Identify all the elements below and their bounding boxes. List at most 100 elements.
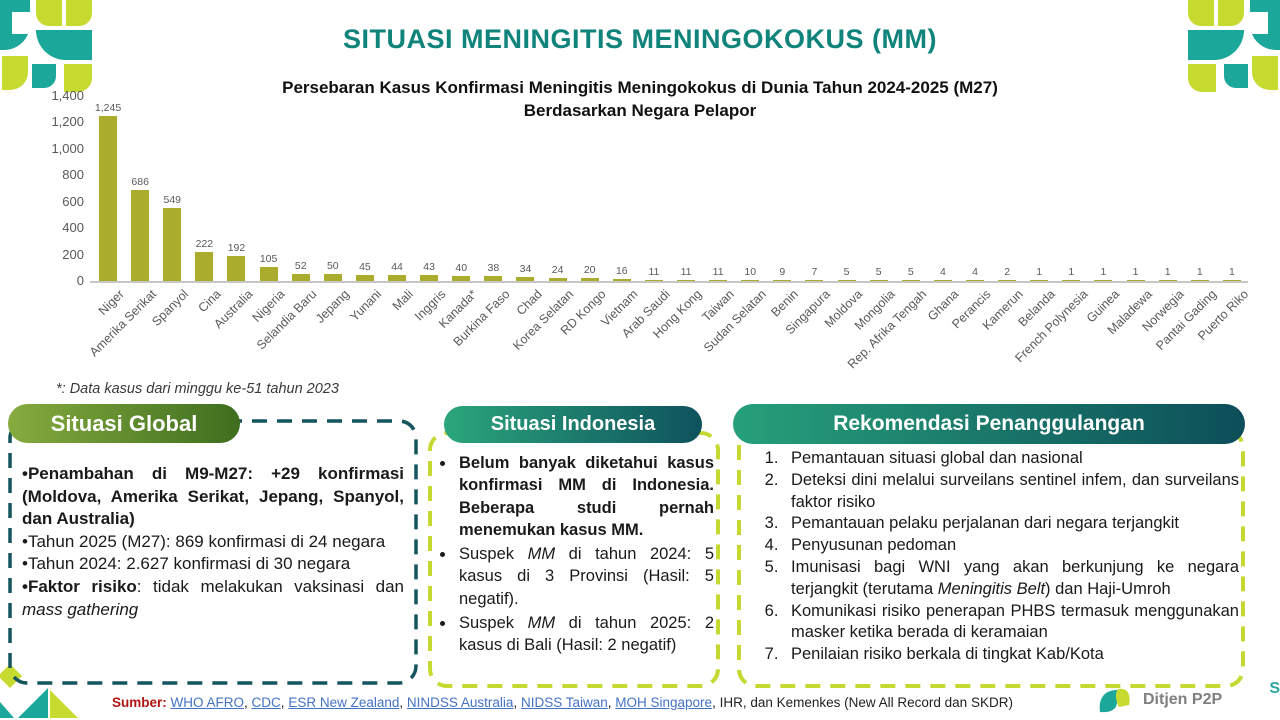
x-axis-label-cell: Moldova	[822, 284, 865, 384]
x-axis-label-cell: Spanyol	[149, 284, 191, 384]
source-link[interactable]: ESR New Zealand	[288, 695, 400, 710]
bar	[163, 208, 182, 281]
source-separator: ,	[280, 695, 289, 710]
x-axis-label-cell: Rep. Afrika Tengah	[845, 284, 929, 384]
bar-column: 549	[156, 96, 188, 281]
x-axis-label-cell: Ghana	[925, 284, 961, 384]
x-axis-label-cell: Selandia Baru	[254, 284, 319, 384]
bar-value-label: 686	[131, 176, 149, 189]
rekomendasi-item: Penilaian risiko berkala di tingkat Kab/…	[783, 644, 1239, 666]
edge-text-fragment: S	[1269, 680, 1280, 697]
source-link[interactable]: WHO AFRO	[170, 695, 245, 710]
y-axis-tick: 1,000	[51, 140, 84, 156]
x-axis-label: Spanyol	[149, 287, 192, 329]
rekomendasi-item-run: Penilaian risiko berkala di tingkat Kab/…	[791, 645, 1104, 664]
rekomendasi-item-run: Imunisasi bagi WNI yang akan berkunjung …	[791, 557, 1239, 598]
chart-footnote: *: Data kasus dari minggu ke-51 tahun 20…	[56, 381, 339, 397]
chart-title-line2: Berdasarkan Negara Pelapor	[523, 101, 757, 120]
bar	[227, 255, 246, 281]
bar-value-label: 1	[1228, 265, 1235, 278]
source-separator: ,	[399, 695, 407, 710]
x-axis-line	[90, 281, 1248, 283]
bar-value-label: 549	[163, 194, 182, 207]
global-panel-header: Situasi Global	[8, 404, 240, 443]
bar-column: 2	[991, 96, 1023, 281]
y-axis-tick: 400	[62, 220, 84, 236]
bar	[516, 276, 535, 281]
bar-value-label: 16	[615, 264, 628, 277]
bar-column: 52	[285, 96, 317, 281]
x-axis-labels: Niger Amerika Serikat Spanyol Cina Australia…	[87, 284, 1251, 384]
x-axis-label-cell: Kamerun	[980, 284, 1026, 384]
bar-value-label: 1	[1196, 265, 1203, 278]
bar-value-label: 1	[1036, 265, 1043, 278]
indonesia-bullet: Belum banyak diketahui kasus konfirmasi …	[456, 452, 714, 541]
indonesia-bullet-run: Suspek	[459, 614, 528, 633]
global-bullet: •Tahun 2025 (M27): 869 konfirmasi di 24 …	[22, 531, 404, 554]
bar-column: 11	[670, 96, 702, 281]
x-axis-label-cell: Inggris	[412, 284, 448, 384]
global-bullet: •Penambahan di M9-M27: +29 konfirmasi (M…	[22, 463, 404, 531]
bar-value-label: 45	[359, 261, 371, 274]
bar-column: 20	[574, 96, 606, 281]
bar-value-label: 20	[583, 264, 596, 277]
source-link[interactable]: NINDSS Australia	[406, 695, 514, 710]
y-axis-tick: 800	[62, 167, 84, 183]
global-bullet-run: : tidak melakukan vaksinasi dan	[136, 576, 404, 596]
bar-value-label: 38	[487, 261, 500, 274]
bar	[1222, 279, 1241, 281]
bar-value-label: 5	[843, 265, 850, 278]
bar-value-label: 10	[744, 265, 757, 278]
rekomendasi-panel-body: Pemantauan situasi global dan nasional De…	[745, 448, 1239, 666]
source-link[interactable]: MOH Singapore	[615, 695, 713, 710]
bar-column: 1	[1152, 96, 1184, 281]
bar-column: 1,245	[92, 96, 124, 281]
bar	[805, 279, 824, 281]
x-axis-label-cell: Maladewa	[1104, 284, 1154, 384]
bottom-left-ornament-icon	[0, 664, 78, 718]
indonesia-panel-body: Belum banyak diketahui kasus konfirmasi …	[434, 452, 714, 659]
x-axis-label-cell: Singapura	[783, 284, 833, 384]
bar-column: 4	[927, 96, 959, 281]
bar	[901, 279, 920, 281]
bar	[1190, 279, 1209, 281]
footer: Sumber: WHO AFRO, CDC, ESR New Zealand, …	[112, 695, 1102, 710]
indonesia-bullet-run: MM	[527, 614, 556, 633]
global-bullet: •Tahun 2024: 2.627 konfirmasi di 30 nega…	[22, 553, 404, 576]
bar-value-label: 9	[779, 265, 786, 278]
x-axis-label-cell: Perancis	[950, 284, 994, 384]
global-bullet-run: •Tahun 2025 (M27): 869 konfirmasi di 24 …	[22, 531, 386, 551]
bar	[644, 279, 663, 281]
bar-value-label: 11	[648, 265, 660, 278]
source-link[interactable]: CDC	[251, 695, 281, 710]
x-axis-label: Mali	[389, 287, 416, 314]
bar	[612, 278, 631, 281]
y-axis-tick: 600	[62, 193, 84, 209]
indonesia-bullet-run: Belum banyak diketahui kasus konfirmasi …	[459, 454, 714, 539]
bar	[709, 279, 728, 281]
indonesia-bullet-run: MM	[527, 545, 556, 564]
rekomendasi-item-run: Penyusunan pedoman	[791, 536, 957, 555]
bar	[99, 116, 118, 281]
bar-value-label: 44	[391, 261, 403, 274]
bar-column: 5	[895, 96, 927, 281]
bar-column: 50	[317, 96, 349, 281]
bar-column: 1	[1120, 96, 1152, 281]
source-link[interactable]: NIDSS Taiwan	[520, 695, 608, 710]
x-axis-label-cell: Jepang	[313, 284, 352, 384]
bar-column: 44	[381, 96, 413, 281]
bar	[355, 275, 374, 281]
x-axis-label-cell: RD Kongo	[558, 284, 609, 384]
rekomendasi-item: Imunisasi bagi WNI yang akan berkunjung …	[783, 557, 1239, 601]
bar	[1062, 279, 1081, 281]
bar	[388, 275, 407, 281]
rekomendasi-item: Penyusunan pedoman	[783, 535, 1239, 557]
bar-value-label: 4	[972, 265, 978, 278]
y-axis-tick: 200	[62, 246, 84, 262]
bar-value-label: 52	[294, 260, 307, 273]
bar-column: 16	[606, 96, 638, 281]
bar-value-label: 2	[1004, 265, 1011, 278]
chart-title: Persebaran Kasus Konfirmasi Meningitis M…	[110, 76, 1170, 122]
bar-value-label: 5	[907, 265, 914, 278]
